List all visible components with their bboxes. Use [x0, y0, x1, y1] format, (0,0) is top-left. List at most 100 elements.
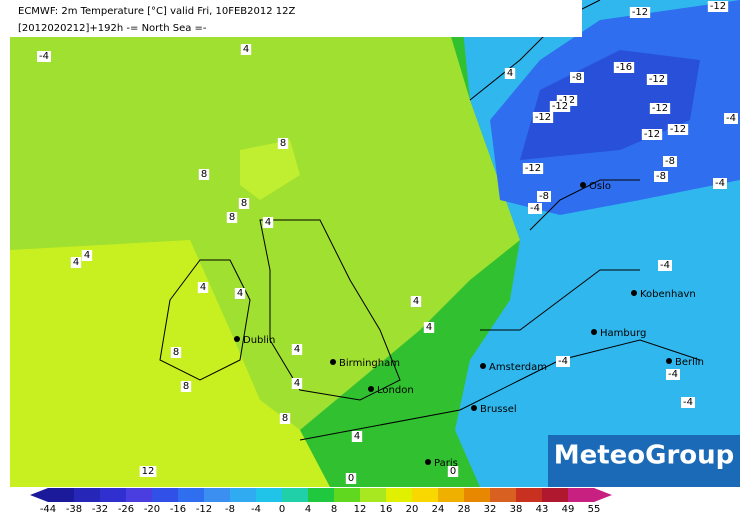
- legend-swatch: [334, 488, 361, 502]
- contour-label-box: [570, 72, 584, 83]
- header-box: [10, 0, 582, 37]
- city-dot: [330, 359, 336, 365]
- city-dot: [591, 329, 597, 335]
- legend-swatch: [230, 488, 257, 502]
- legend-arrow-left: [30, 488, 48, 502]
- contour-label: 4: [507, 68, 513, 79]
- contour-label: -16: [616, 62, 632, 73]
- legend-tick-label: 0: [279, 504, 285, 515]
- legend-tick-label: -32: [92, 504, 108, 515]
- contour-label: 4: [237, 288, 243, 299]
- contour-label-box: [654, 171, 668, 182]
- city-label: Birmingham: [339, 358, 400, 369]
- contour-label-box: [345, 473, 357, 484]
- contour-label: -4: [660, 260, 670, 271]
- legend-tick-label: 32: [484, 504, 497, 515]
- city-dot: [631, 290, 637, 296]
- contour-label: 8: [173, 347, 179, 358]
- legend-swatch: [178, 488, 205, 502]
- legend-tick-label: 20: [406, 504, 419, 515]
- contour-label: 4: [294, 378, 300, 389]
- contour-label-box: [234, 288, 246, 299]
- contour-label-box: [170, 347, 182, 358]
- city-label: Hamburg: [600, 328, 646, 339]
- contour-label: -12: [710, 1, 726, 12]
- legend-swatch: [360, 488, 387, 502]
- city-label: Dublin: [243, 335, 275, 346]
- contour-label-box: [226, 212, 238, 223]
- contour-label: -4: [558, 356, 568, 367]
- contour-label: 4: [73, 257, 79, 268]
- contour-label: 8: [241, 198, 247, 209]
- contour-label-box: [666, 369, 680, 380]
- contour-label-box: [724, 113, 738, 124]
- legend-swatch: [490, 488, 517, 502]
- legend-tick-label: -12: [196, 504, 212, 515]
- contour-label: -4: [39, 51, 49, 62]
- contour-label-box: [240, 44, 252, 55]
- legend-tick-label: -26: [118, 504, 134, 515]
- contour-label: -12: [559, 95, 575, 106]
- legend-swatch: [516, 488, 543, 502]
- warm-region: [10, 240, 330, 487]
- contour-label: 12: [142, 466, 155, 477]
- contour-label: 4: [294, 344, 300, 355]
- city-dot: [471, 405, 477, 411]
- contour-label-box: [613, 62, 635, 73]
- contour-label: 8: [280, 138, 286, 149]
- contour-label-box: [504, 68, 516, 79]
- contour-label: 4: [84, 250, 90, 261]
- legend-tick-label: 8: [331, 504, 337, 515]
- contour-label-box: [663, 156, 677, 167]
- legend-swatch: [74, 488, 101, 502]
- contour-label-box: [423, 322, 435, 333]
- legend-swatch: [48, 488, 75, 502]
- contour-label: -12: [649, 74, 665, 85]
- contour-label-box: [291, 378, 303, 389]
- city-dot: [480, 363, 486, 369]
- legend-swatch: [282, 488, 309, 502]
- header-line: ECMWF: 2m Temperature [°C] valid Fri, 10…: [18, 6, 296, 17]
- legend-tick-label: 24: [432, 504, 445, 515]
- legend-tick-label: 49: [562, 504, 575, 515]
- contour-label: 0: [348, 473, 354, 484]
- contour-label-box: [447, 466, 459, 477]
- legend-tick-label: -44: [40, 504, 56, 515]
- logo: MeteoGroup: [554, 441, 735, 471]
- legend-swatch: [126, 488, 153, 502]
- contour-label-box: [81, 250, 93, 261]
- legend-tick-label: 55: [588, 504, 601, 515]
- contour-label: -4: [726, 113, 736, 124]
- city-label: Berlin: [675, 357, 704, 368]
- contour-label: -12: [525, 163, 541, 174]
- legend-arrow-right: [594, 488, 612, 502]
- contour-label: -12: [632, 7, 648, 18]
- city-label: Oslo: [589, 181, 611, 192]
- contour-label: -4: [668, 369, 678, 380]
- legend-tick-label: 43: [536, 504, 549, 515]
- contour-label-box: [556, 95, 578, 106]
- contour-label: 8: [201, 169, 207, 180]
- contour-label-box: [262, 217, 274, 228]
- contour-label-box: [238, 198, 250, 209]
- contour-label-box: [197, 282, 209, 293]
- contour-label: -12: [652, 103, 668, 114]
- contour-label: 4: [200, 282, 206, 293]
- legend-tick-label: -38: [66, 504, 82, 515]
- legend-swatch: [386, 488, 413, 502]
- header-line: [2012020212]+192h -= North Sea =-: [18, 23, 207, 34]
- contour-label-box: [528, 203, 542, 214]
- contour-label: 4: [354, 431, 360, 442]
- legend-swatch: [438, 488, 465, 502]
- contour-label-box: [522, 163, 544, 174]
- legend-swatch: [152, 488, 179, 502]
- contour-label: 4: [265, 217, 271, 228]
- contour-label-box: [139, 466, 157, 477]
- legend-swatch: [412, 488, 439, 502]
- contour-label-box: [707, 1, 729, 12]
- contour-label-box: [713, 178, 727, 189]
- contour-label-box: [646, 74, 668, 85]
- city-label: Amsterdam: [489, 362, 547, 373]
- contour-label-box: [291, 344, 303, 355]
- city-dot: [368, 386, 374, 392]
